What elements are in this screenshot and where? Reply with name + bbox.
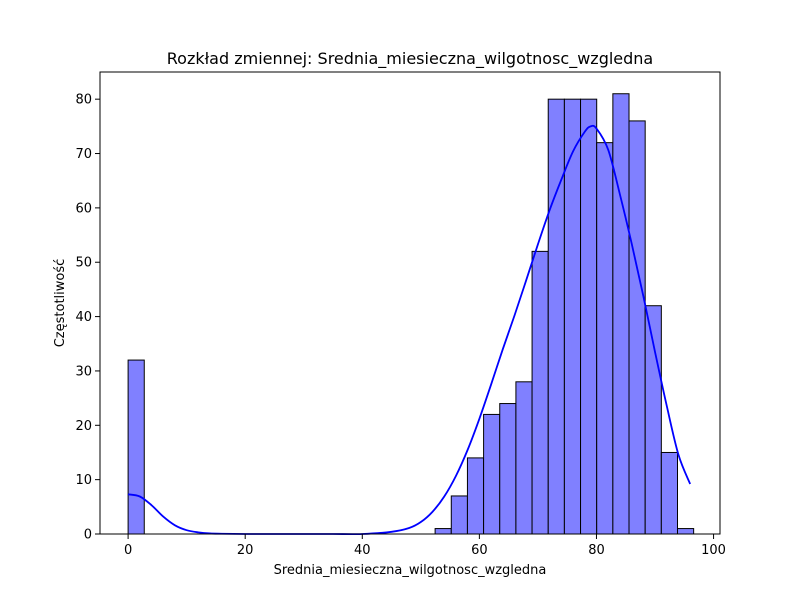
y-tick-label: 80: [75, 93, 92, 108]
histogram-bar: [531, 250, 549, 535]
y-tick-label: 40: [75, 310, 92, 325]
histogram-bar: [580, 98, 598, 535]
histogram-bar: [676, 528, 695, 535]
kde-curve: [127, 124, 691, 536]
histogram-bar: [612, 93, 630, 535]
histogram-bar: [547, 98, 565, 535]
x-tick-label: 20: [237, 543, 254, 558]
histogram-bar: [499, 403, 517, 535]
histogram-bar: [466, 457, 485, 535]
y-tick-label: 10: [75, 473, 92, 488]
histogram-bar: [660, 451, 678, 535]
x-tick-label: 0: [124, 543, 132, 558]
histogram-bar: [515, 381, 533, 535]
x-tick-label: 100: [701, 543, 726, 558]
y-axis-label: Częstotliwość: [53, 259, 68, 348]
y-tick-label: 30: [75, 364, 92, 379]
x-tick-label: 80: [588, 543, 605, 558]
y-tick-label: 60: [75, 201, 92, 216]
y-tick-label: 70: [75, 147, 92, 162]
y-axis-ticks: 0 10 20 30 40 50 60 70 80: [75, 93, 100, 543]
plot-frame: [99, 71, 721, 535]
histogram-bar: [434, 528, 452, 535]
chart-title: Rozkład zmiennej: Srednia_miesieczna_wil…: [167, 49, 653, 69]
x-axis-label: Srednia_miesieczna_wilgotnosc_wzgledna: [274, 563, 547, 578]
x-tick-label: 60: [471, 543, 488, 558]
y-tick-label: 20: [75, 419, 92, 434]
histogram-bar: [483, 413, 501, 535]
histogram-bars: [127, 93, 695, 535]
histogram-bar: [127, 359, 145, 535]
histogram-bar: [628, 120, 646, 535]
histogram-bar: [596, 142, 614, 535]
y-tick-label: 50: [75, 256, 92, 271]
x-axis-ticks: 0 20 40 60 80 100: [124, 534, 726, 558]
y-tick-label: 0: [84, 528, 92, 543]
histogram-bar: [450, 495, 468, 535]
x-tick-label: 40: [354, 543, 371, 558]
